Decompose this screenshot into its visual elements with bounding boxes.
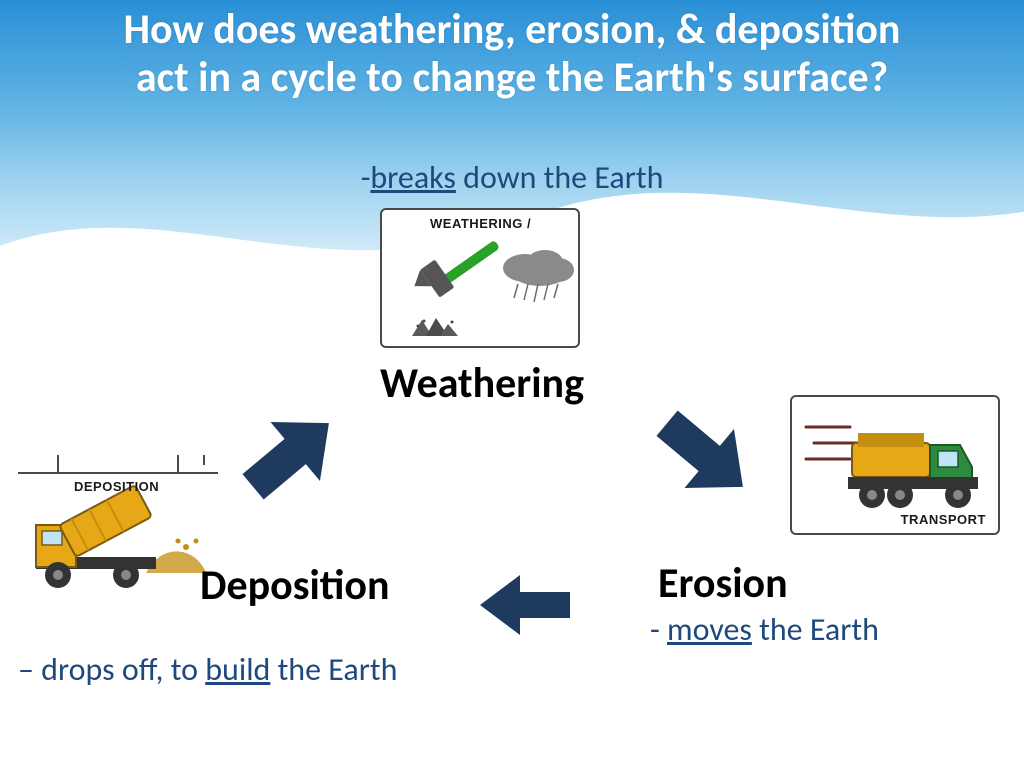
subtitle-rest: down the Earth	[456, 158, 664, 197]
title-line1: How does weathering, erosion, & depositi…	[0, 6, 1024, 54]
arrow-erosion-to-deposition	[470, 570, 580, 640]
erosion-desc-rest: the Earth	[752, 610, 879, 649]
erosion-description: - moves the Earth	[650, 610, 879, 649]
weathering-card: WEATHERING /	[380, 208, 580, 348]
erosion-label: Erosion	[658, 558, 788, 609]
weathering-description: -breaks down the Earth	[0, 158, 1024, 197]
title-line2: act in a cycle to change the Earth's sur…	[0, 54, 1024, 102]
weathering-label: Weathering	[380, 358, 584, 409]
deposition-description: – drops off, to build the Earth	[18, 650, 397, 689]
page-title: How does weathering, erosion, & depositi…	[0, 6, 1024, 103]
deposition-desc-underlined: build	[205, 650, 270, 689]
weathering-clipart	[382, 210, 582, 350]
erosion-desc-underlined: moves	[667, 610, 752, 649]
subtitle-underlined: breaks	[370, 158, 456, 197]
deposition-card: DEPOSITION	[18, 455, 218, 595]
deposition-clipart	[18, 455, 218, 595]
deposition-desc-rest: the Earth	[270, 650, 397, 689]
erosion-card-label: TRANSPORT	[901, 512, 986, 527]
erosion-card: TRANSPORT	[790, 395, 1000, 535]
arrow-deposition-to-weathering	[214, 378, 369, 533]
slide: How does weathering, erosion, & depositi…	[0, 0, 1024, 768]
weathering-card-label: WEATHERING /	[430, 216, 531, 231]
erosion-desc-prefix: -	[650, 610, 667, 649]
deposition-card-label: DEPOSITION	[74, 479, 159, 494]
arrow-weathering-to-erosion	[628, 378, 783, 533]
subtitle-prefix: -	[361, 158, 371, 197]
deposition-desc-prefix: – drops off, to	[18, 650, 205, 689]
deposition-label: Deposition	[200, 560, 390, 611]
